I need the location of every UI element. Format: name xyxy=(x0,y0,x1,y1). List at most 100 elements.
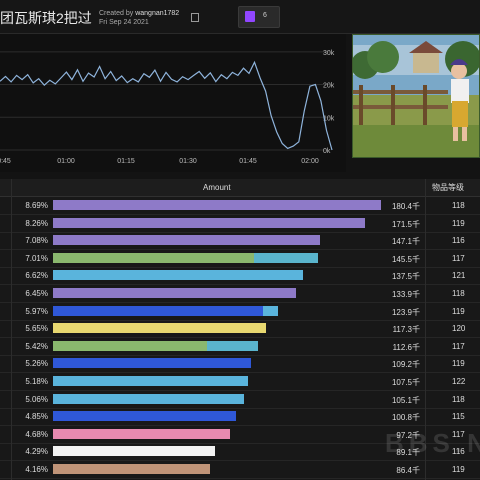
row-percent: 5.26% xyxy=(25,359,48,369)
x-tick-label: 01:30 xyxy=(179,158,197,165)
x-tick-label: 01:00 xyxy=(57,158,75,165)
table-row[interactable]: 7.08% 147.1千 116 xyxy=(0,232,480,251)
row-amount: 109.2千 xyxy=(391,360,420,370)
table-row[interactable]: 8.69% 180.4千 118 xyxy=(0,197,480,215)
table-row[interactable]: 5.42% 112.6千 117 xyxy=(0,338,480,356)
table-row[interactable]: 5.26% 109.2千 119 xyxy=(0,355,480,374)
amount-bar xyxy=(53,428,230,439)
row-percent: 6.45% xyxy=(25,289,48,298)
x-tick-label: 02:00 xyxy=(301,158,319,165)
table-row[interactable]: 5.18% 107.5千 122 xyxy=(0,373,480,391)
amount-bar xyxy=(53,235,321,246)
x-tick-label: 01:15 xyxy=(117,158,135,165)
table-row[interactable]: 4.85% 100.8千 115 xyxy=(0,408,480,427)
y-tick-label: 0k xyxy=(323,148,331,155)
y-tick-label: 10k xyxy=(323,115,335,122)
report-meta: Created by wangnan1782 Fri Sep 24 2021 xyxy=(99,9,179,27)
row-amount: 137.5千 xyxy=(391,272,420,282)
row-amount: 123.9千 xyxy=(391,307,420,317)
row-percent: 7.08% xyxy=(25,236,48,246)
amount-bar-secondary xyxy=(206,340,258,351)
row-item-level: 118 xyxy=(452,394,465,404)
table-row[interactable]: 4.68% 97.2千 117 xyxy=(0,426,480,444)
created-label: Created by xyxy=(99,10,134,17)
amount-bar xyxy=(53,323,267,334)
report-date: Fri Sep 24 2021 xyxy=(99,19,149,26)
amount-bar xyxy=(53,270,303,281)
row-amount: 147.1千 xyxy=(391,237,420,247)
row-item-level: 116 xyxy=(452,447,465,457)
amount-bar xyxy=(53,358,252,369)
row-amount: 145.5千 xyxy=(391,254,420,264)
amount-bar xyxy=(53,393,245,404)
x-tick-label: 01:45 xyxy=(239,158,257,165)
row-percent: 5.18% xyxy=(25,377,48,386)
table-row[interactable]: 5.06% 105.1千 118 xyxy=(0,391,480,409)
row-percent: 6.62% xyxy=(25,271,48,281)
row-percent: 4.85% xyxy=(25,412,48,422)
amount-bar xyxy=(53,252,255,263)
row-percent: 8.69% xyxy=(25,201,48,210)
table-row[interactable]: 5.97% 123.9千 119 xyxy=(0,303,480,321)
report-header: 团瓦斯琪2把过 Created by wangnan1782 Fri Sep 2… xyxy=(0,0,480,34)
row-percent: 4.16% xyxy=(25,465,48,474)
row-percent: 8.26% xyxy=(25,218,48,228)
table-row[interactable]: 4.29% 89.1千 116 xyxy=(0,443,480,462)
amount-bar xyxy=(53,464,211,474)
row-amount: 86.4千 xyxy=(396,466,420,475)
table-row[interactable]: 5.65% 117.3千 120 xyxy=(0,320,480,339)
amount-bar xyxy=(53,305,263,316)
amount-bar xyxy=(53,288,297,298)
row-item-level: 119 xyxy=(452,465,465,474)
row-item-level: 118 xyxy=(452,201,465,210)
row-percent: 5.65% xyxy=(25,324,48,334)
table-header: Amount 物品等级 xyxy=(0,179,480,197)
row-amount: 117.3千 xyxy=(392,325,420,335)
creator-link[interactable]: wangnan1782 xyxy=(135,10,180,17)
row-percent: 7.01% xyxy=(25,253,48,263)
row-item-level: 121 xyxy=(452,271,466,281)
row-item-level: 120 xyxy=(452,324,466,334)
amount-bar-secondary xyxy=(254,252,318,263)
table-row[interactable]: 6.45% 133.9千 118 xyxy=(0,285,480,303)
row-percent: 4.29% xyxy=(25,447,48,457)
row-item-level: 115 xyxy=(452,412,465,422)
row-amount: 171.5千 xyxy=(391,219,420,229)
table-row[interactable]: 7.01% 145.5千 117 xyxy=(0,250,480,268)
table-row[interactable]: 4.16% 86.4千 119 xyxy=(0,461,480,479)
amount-bar xyxy=(53,217,365,228)
twitch-count: 6 xyxy=(263,12,267,19)
row-percent: 5.42% xyxy=(25,341,48,351)
table-row[interactable]: 8.26% 171.5千 119 xyxy=(0,215,480,233)
damage-chart-panel: 30k 20k 10k 0k 0:45 01:00 01:15 01:30 01:45 02:00 xyxy=(0,34,346,172)
twitch-button[interactable]: 6 xyxy=(238,6,280,28)
row-amount: 180.4千 xyxy=(391,202,420,211)
row-item-level: 116 xyxy=(452,236,465,246)
row-item-level: 118 xyxy=(452,289,465,298)
table-row[interactable]: 6.62% 137.5千 121 xyxy=(0,267,480,286)
series-line xyxy=(0,60,333,151)
row-percent: 4.68% xyxy=(25,429,48,439)
damage-line-chart[interactable]: 30k 20k 10k 0k 0:45 01:00 01:15 01:30 01:45 02:00 xyxy=(0,34,346,172)
row-item-level: 119 xyxy=(452,218,465,228)
x-tick-label: 0:45 xyxy=(0,158,11,165)
copy-icon[interactable] xyxy=(191,13,199,22)
amount-bar xyxy=(53,200,381,210)
row-percent: 5.06% xyxy=(25,394,48,404)
game-scene-image xyxy=(353,35,479,157)
amount-table: Amount 物品等级 8.69% 180.4千 118 8.26% 171.5千 119… xyxy=(0,179,480,480)
row-amount: 112.6千 xyxy=(392,342,420,352)
row-item-level: 117 xyxy=(452,253,465,263)
row-item-level: 117 xyxy=(452,429,465,439)
level-header[interactable]: 物品等级 xyxy=(432,183,464,192)
video-thumbnail[interactable] xyxy=(352,34,480,158)
row-item-level: 119 xyxy=(452,359,465,369)
amount-bar xyxy=(53,340,207,351)
amount-bar xyxy=(53,411,237,422)
y-tick-label: 30k xyxy=(323,50,335,57)
amount-header[interactable]: Amount xyxy=(203,183,231,192)
amount-bar-secondary xyxy=(262,305,279,316)
report-title: 团瓦斯琪2把过 xyxy=(0,10,92,26)
row-item-level: 122 xyxy=(452,377,466,386)
row-amount: 105.1千 xyxy=(391,395,420,405)
